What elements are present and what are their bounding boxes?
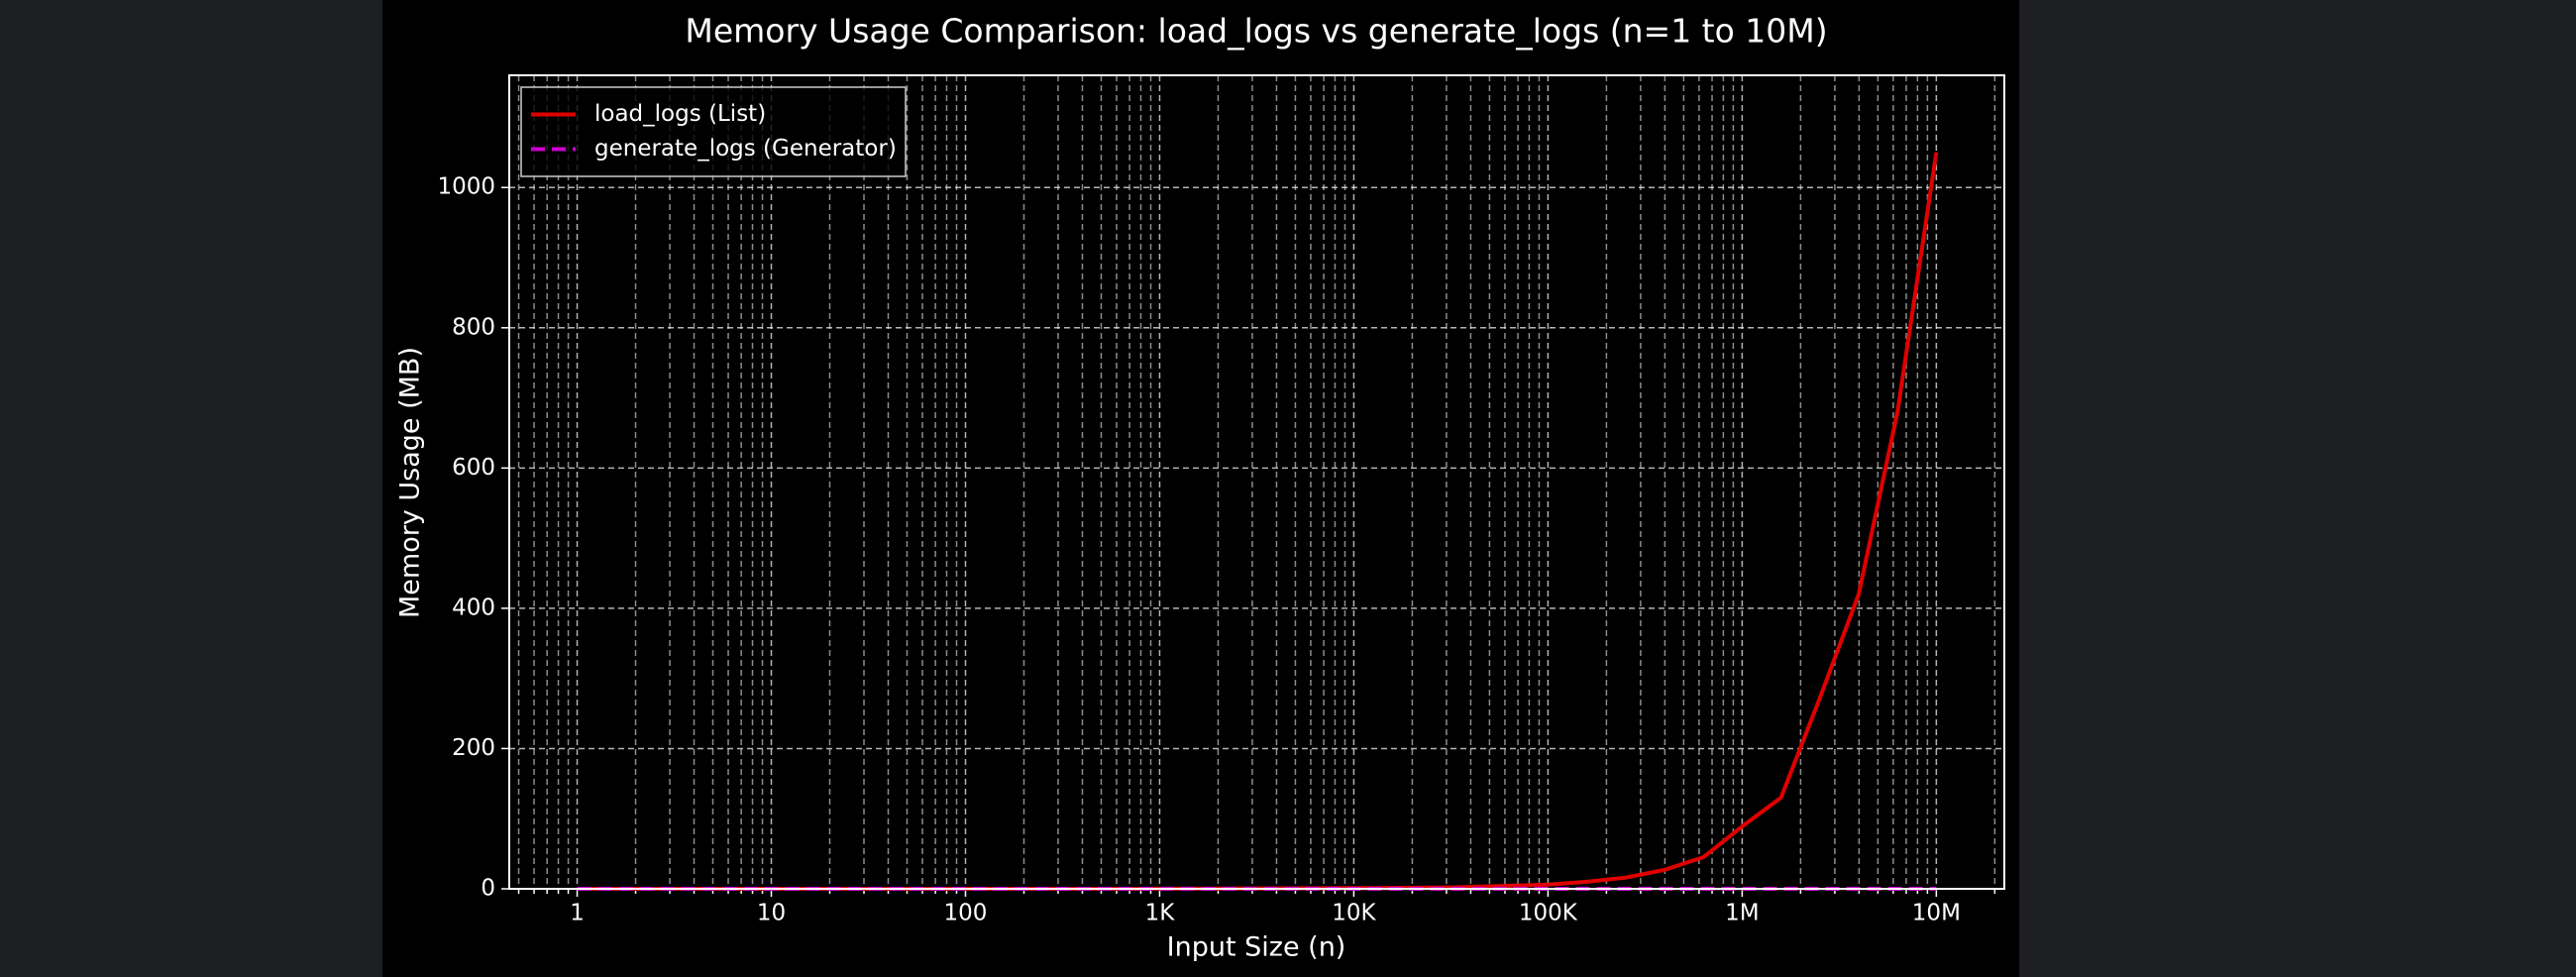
y-axis-label: Memory Usage (MB) — [395, 347, 426, 618]
legend-box — [520, 86, 907, 177]
y-tick-label: 0 — [481, 876, 495, 902]
x-axis-label: Input Size (n) — [1167, 932, 1346, 963]
x-tick-label: 1M — [1725, 901, 1759, 926]
x-tick-label: 1 — [570, 901, 585, 926]
legend-label: generate_logs (Generator) — [594, 136, 897, 162]
x-tick-label: 10M — [1912, 901, 1961, 926]
y-tick-label: 800 — [452, 314, 495, 340]
x-tick-label: 100 — [944, 901, 988, 926]
legend-label: load_logs (List) — [594, 101, 766, 127]
x-tick-label: 10 — [757, 901, 786, 926]
x-tick-label: 10K — [1332, 901, 1376, 926]
y-tick-label: 1000 — [437, 174, 495, 200]
x-tick-label: 1K — [1145, 901, 1176, 926]
y-tick-label: 400 — [452, 595, 495, 620]
plot-frame — [508, 74, 2005, 890]
x-tick-label: 100K — [1519, 901, 1578, 926]
y-tick-label: 600 — [452, 455, 495, 481]
chart-title: Memory Usage Comparison: load_logs vs ge… — [685, 12, 1827, 51]
y-tick-label: 200 — [452, 735, 495, 761]
